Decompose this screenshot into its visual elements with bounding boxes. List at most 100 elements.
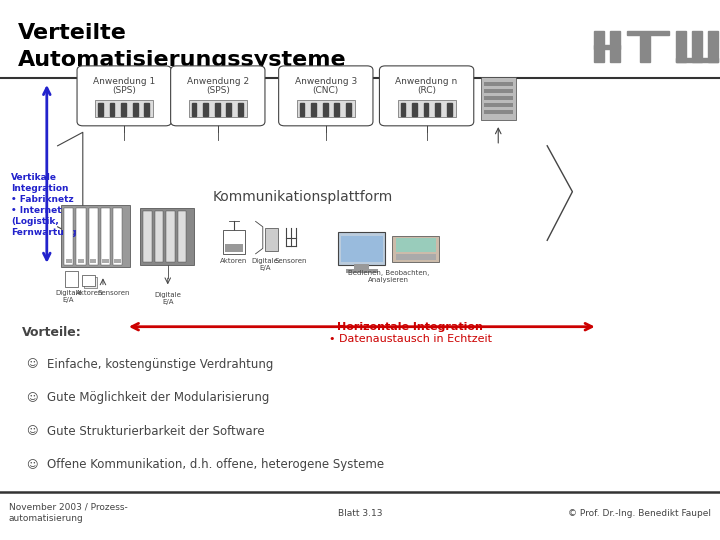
Text: Einfache, kostengünstige Verdrahtung: Einfache, kostengünstige Verdrahtung [47,358,273,371]
Bar [346,269,378,273]
Bar [297,100,355,117]
Text: Aktoren: Aktoren [76,290,104,296]
Text: Verteilte: Verteilte [18,23,127,43]
Text: Offene Kommunikation, d.h. offene, heterogene Systeme: Offene Kommunikation, d.h. offene, heter… [47,458,384,471]
Text: Digitale
E/A: Digitale E/A [55,290,82,303]
Bar [82,275,95,286]
Text: (CNC): (CNC) [312,86,339,96]
Bar [215,103,220,116]
Bar [121,103,126,116]
Bar [484,103,513,107]
Polygon shape [256,221,263,254]
Bar [65,271,78,287]
Bar [166,211,175,262]
Text: Blatt 3.13: Blatt 3.13 [338,509,382,517]
Text: Bedienen, Beobachten,
Analysieren: Bedienen, Beobachten, Analysieren [348,270,430,283]
Bar [300,103,305,116]
Bar [436,103,440,116]
Text: November 2003 / Prozess-
automatisierung: November 2003 / Prozess- automatisierung [9,503,127,523]
Text: (RC): (RC) [417,86,436,96]
Bar [594,45,620,49]
Bar [89,208,98,265]
Bar [90,259,96,263]
Bar [341,236,383,262]
Text: Sensoren: Sensoren [97,290,130,296]
Bar [189,100,247,117]
Text: Gute Möglichkeit der Modularisierung: Gute Möglichkeit der Modularisierung [47,392,269,404]
Bar [594,31,604,62]
Bar [140,208,194,265]
Bar [76,208,86,265]
Text: (SPS): (SPS) [206,86,230,96]
Bar [481,77,516,120]
Bar [113,208,122,265]
Text: © Prof. Dr.-Ing. Benedikt Faupel: © Prof. Dr.-Ing. Benedikt Faupel [568,509,711,517]
Bar [323,103,328,116]
FancyBboxPatch shape [279,66,373,126]
Text: (SPS): (SPS) [112,86,136,96]
Text: Gute Strukturierbarkeit der Software: Gute Strukturierbarkeit der Software [47,425,264,438]
Text: Digitale
E/A: Digitale E/A [154,292,181,305]
FancyBboxPatch shape [77,66,171,126]
Bar [676,31,686,62]
Bar [238,103,243,116]
Bar [311,103,316,116]
Bar [61,205,130,267]
Bar [484,110,513,114]
Bar [447,103,451,116]
Bar [223,230,245,254]
Bar [396,238,436,252]
Bar [192,103,197,116]
Bar [423,103,428,116]
Bar [692,31,702,62]
Text: ☺: ☺ [27,360,38,369]
Text: Anwendung 3: Anwendung 3 [294,77,357,86]
Bar [484,82,513,86]
Text: Digitale
E/A: Digitale E/A [251,258,279,271]
Polygon shape [58,132,83,240]
Bar [109,103,114,116]
Bar [145,103,149,116]
Bar [178,211,186,262]
Text: ☺: ☺ [27,460,38,470]
Text: Kommunikationsplattform: Kommunikationsplattform [212,190,392,204]
Bar [346,103,351,116]
Bar [640,35,650,62]
Bar [66,259,72,263]
Bar [335,103,339,116]
Bar [102,259,109,263]
Bar [143,211,152,262]
Bar [627,31,669,35]
Bar [397,100,456,117]
Text: • Datenaustausch in Echtzeit: • Datenaustausch in Echtzeit [329,334,492,344]
Bar [610,31,620,62]
Bar [84,277,97,288]
Bar [203,103,208,116]
Bar [78,259,84,263]
Text: Horizontale Integration: Horizontale Integration [338,322,483,332]
Bar [484,96,513,100]
Bar [484,89,513,93]
FancyBboxPatch shape [171,66,265,126]
Text: ☺: ☺ [27,393,38,403]
Text: Anwendung 1: Anwendung 1 [93,77,156,86]
Text: Automatisierungssysteme: Automatisierungssysteme [18,50,346,70]
Bar [133,103,138,116]
Bar [396,254,436,260]
Bar [155,211,163,262]
Bar [265,228,278,251]
Text: ☺: ☺ [27,427,38,436]
Bar [225,244,243,252]
Text: Sensoren: Sensoren [274,258,307,264]
Bar [708,31,718,62]
Bar [95,100,153,117]
Bar [676,58,718,62]
Bar [114,259,121,263]
Bar [101,208,110,265]
Bar [400,103,405,116]
Bar [338,232,385,265]
Bar [227,103,231,116]
Text: Vertikale
Integration
• Fabriknetz
• Internet
(Logistik,
Fernwartung): Vertikale Integration • Fabriknetz • Int… [11,173,81,238]
Bar [354,264,369,270]
Bar [412,103,417,116]
